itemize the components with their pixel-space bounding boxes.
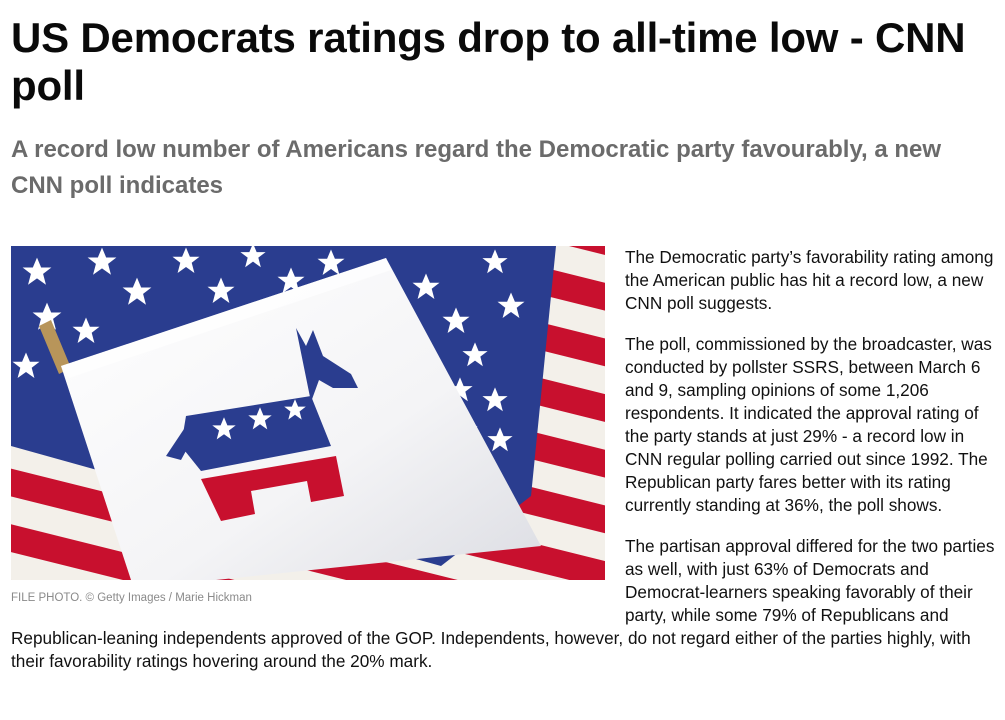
- article-paragraph: The poll, commissioned by the broadcaste…: [625, 334, 992, 515]
- article-paragraph: The Democratic party’s favorability rati…: [625, 247, 994, 313]
- article-body: FILE PHOTO. © Getty Images / Marie Hickm…: [11, 246, 996, 673]
- democratic-donkey-flag-photo: [11, 246, 605, 580]
- article-paragraph: The partisan approval differed for the t…: [11, 536, 995, 671]
- article-figure: FILE PHOTO. © Getty Images / Marie Hickm…: [11, 246, 605, 605]
- article-subheadline: A record low number of Americans regard …: [11, 136, 942, 199]
- article: US Democrats ratings drop to all-time lo…: [11, 0, 994, 691]
- image-caption: FILE PHOTO. © Getty Images / Marie Hickm…: [11, 592, 252, 604]
- article-headline: US Democrats ratings drop to all-time lo…: [11, 14, 966, 109]
